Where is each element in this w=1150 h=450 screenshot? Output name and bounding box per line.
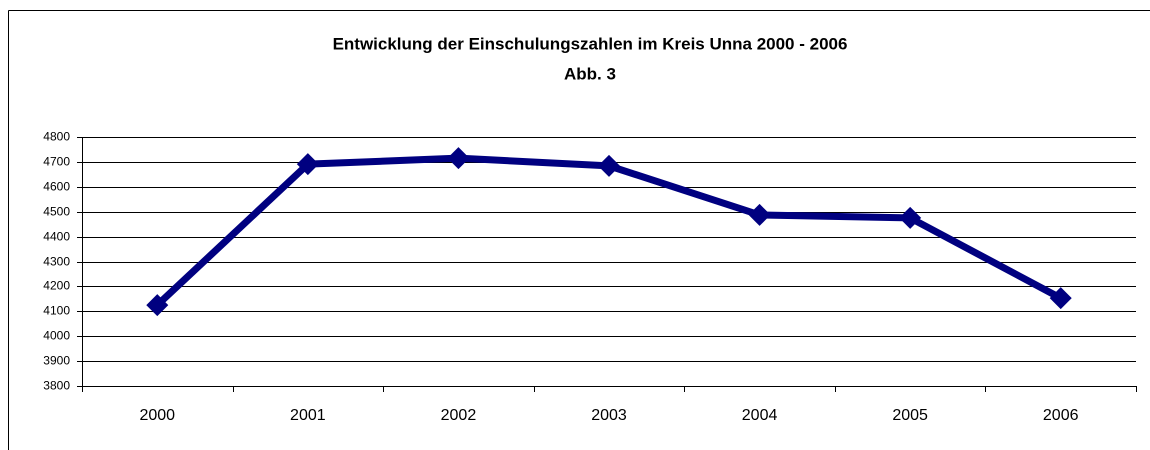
data-point xyxy=(899,206,922,229)
y-tick-label: 4600 xyxy=(43,180,70,194)
y-tick-label: 3900 xyxy=(43,354,70,368)
data-point xyxy=(447,147,470,170)
x-tick-label: 2005 xyxy=(892,407,928,424)
y-tick-label: 4800 xyxy=(43,130,70,144)
x-tick-label: 2001 xyxy=(290,407,326,424)
y-tick-label: 4100 xyxy=(43,304,70,318)
y-tick-label: 4700 xyxy=(43,155,70,169)
x-tick-label: 2003 xyxy=(591,407,627,424)
data-line xyxy=(154,154,1063,308)
y-tick-label: 4200 xyxy=(43,279,70,293)
data-point xyxy=(1049,287,1072,310)
y-tick-label: 4500 xyxy=(43,205,70,219)
x-tick-label: 2002 xyxy=(441,407,477,424)
chart-title: Entwicklung der Einschulungszahlen im Kr… xyxy=(333,34,848,53)
y-tick-label: 4400 xyxy=(43,230,70,244)
y-tick-label: 3800 xyxy=(43,379,70,393)
data-point xyxy=(146,294,169,317)
x-tick-label: 2004 xyxy=(742,407,778,424)
data-point xyxy=(296,153,319,176)
y-tick-label: 4300 xyxy=(43,255,70,269)
x-tick-label: 2006 xyxy=(1043,407,1079,424)
data-point xyxy=(598,154,620,177)
chart-subtitle: Abb. 3 xyxy=(564,64,616,83)
y-tick-label: 4000 xyxy=(43,329,70,343)
x-tick-label: 2000 xyxy=(139,407,175,424)
data-point xyxy=(748,203,771,226)
